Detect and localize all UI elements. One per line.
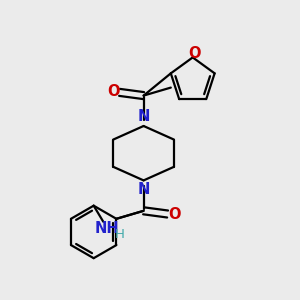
Text: O: O (188, 46, 201, 61)
Text: NH: NH (94, 220, 119, 236)
Text: O: O (107, 84, 119, 99)
Text: N: N (137, 110, 150, 124)
Text: N: N (137, 182, 150, 197)
Text: H: H (115, 228, 125, 241)
Text: O: O (168, 208, 180, 223)
